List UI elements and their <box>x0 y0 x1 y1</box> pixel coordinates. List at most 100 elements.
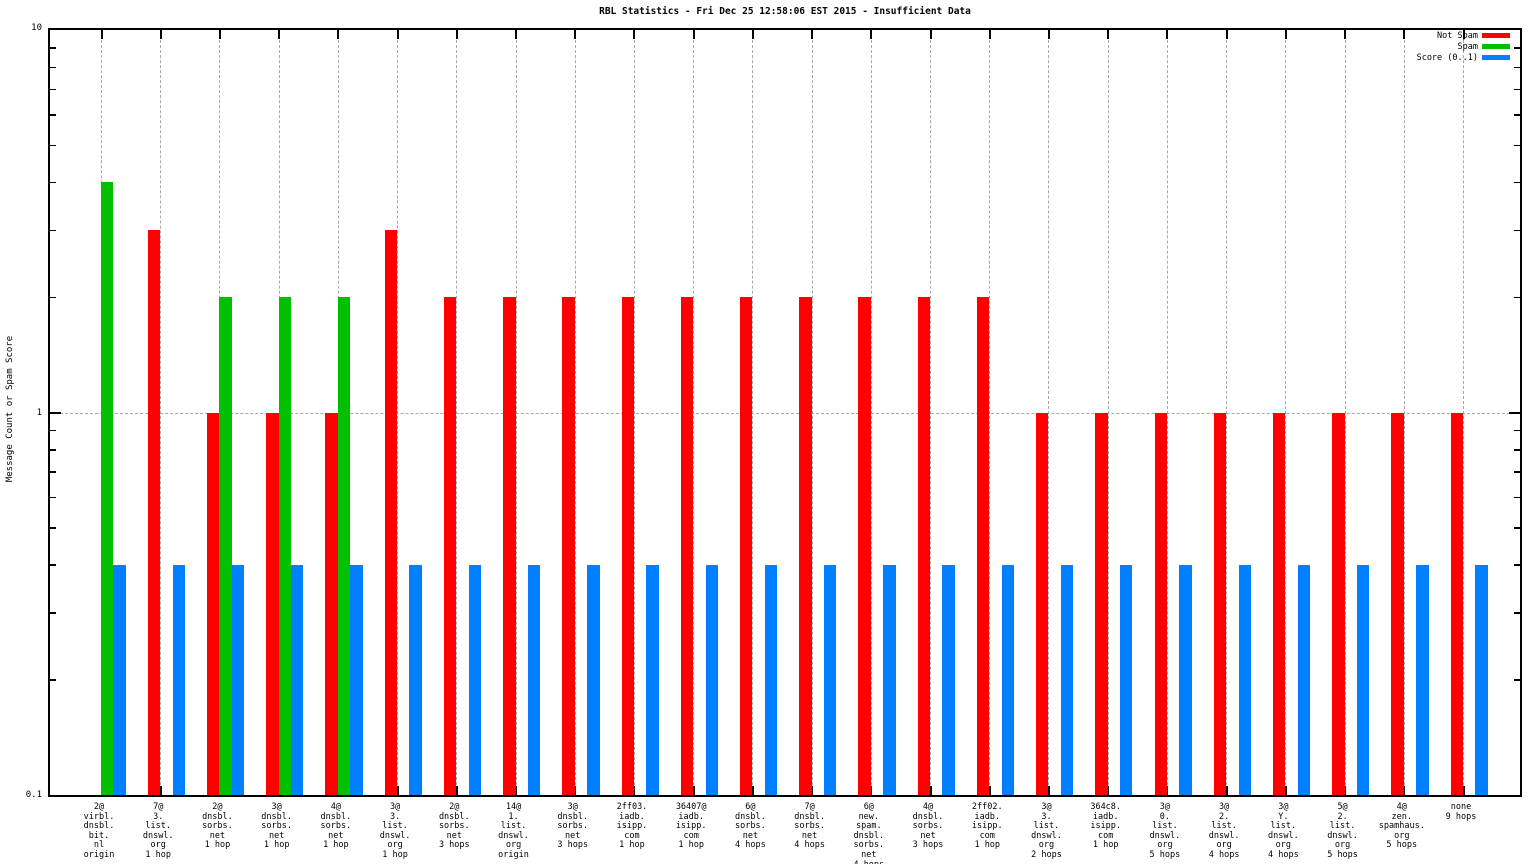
y-minor-tick <box>50 114 56 116</box>
y-minor-tick <box>1514 527 1520 529</box>
legend-label: Not Spam <box>1437 30 1478 41</box>
y-minor-tick <box>50 564 56 566</box>
bar-score <box>172 564 185 795</box>
y-minor-tick <box>50 527 56 529</box>
x-tick-bottom <box>811 786 814 795</box>
bar-score <box>1060 564 1074 795</box>
y-minor-tick <box>1514 496 1520 499</box>
x-tick-top <box>988 30 991 39</box>
x-category-label: 7@ 3. list. dnswl. org 1 hop <box>142 802 174 860</box>
y-minor-tick <box>50 429 56 431</box>
x-category-label: 2@ dnsbl. sorbs. net 3 hops <box>438 802 470 851</box>
y-minor-tick <box>50 66 56 69</box>
bar-not-spam <box>680 297 694 795</box>
bar-not-spam <box>207 412 220 795</box>
x-category-label: 4@ dnsbl. sorbs. net 3 hops <box>912 802 944 851</box>
bar-not-spam <box>1213 412 1227 795</box>
x-category-label: 2ff03. iadb. isipp. com 1 hop <box>616 802 648 851</box>
bar-score <box>527 564 541 795</box>
bar-spam <box>278 297 292 795</box>
bar-not-spam <box>1095 412 1108 795</box>
x-tick-bottom <box>1107 786 1110 795</box>
x-category-label: 3@ 2. list. dnswl. org 4 hops <box>1208 802 1240 860</box>
bar-score <box>409 564 422 795</box>
y-minor-tick <box>1514 66 1520 69</box>
x-gridline <box>989 30 991 795</box>
x-category-label: 4@ dnsbl. sorbs. net 1 hop <box>320 802 352 851</box>
bar-score <box>1179 564 1192 795</box>
x-category-label: 3@ 3. list. dnswl. org 1 hop <box>379 802 411 860</box>
y-minor-tick <box>50 296 56 299</box>
x-gridline <box>1226 30 1228 795</box>
y-minor-tick <box>50 471 56 473</box>
bar-not-spam <box>1154 412 1167 795</box>
y-tick-label: 10 <box>31 23 42 33</box>
y-tick-label: 1 <box>36 407 42 418</box>
x-tick-top <box>1344 30 1347 39</box>
bar-score <box>350 564 363 795</box>
y-minor-tick <box>50 229 56 231</box>
y-minor-tick <box>50 612 56 614</box>
x-gridline <box>160 30 162 795</box>
x-category-label: 5@ 2. list. dnswl. org 5 hops <box>1327 802 1358 860</box>
x-tick-top <box>337 30 340 39</box>
x-gridline <box>870 30 872 795</box>
x-gridline <box>456 30 458 795</box>
bar-score <box>291 564 304 795</box>
bar-score <box>883 564 896 795</box>
bar-not-spam <box>976 297 990 795</box>
x-category-label: 36407@ iadb. isipp. com 1 hop <box>675 802 707 851</box>
x-tick-top <box>159 30 162 39</box>
x-tick-bottom <box>692 786 695 795</box>
x-tick-bottom <box>1166 786 1169 795</box>
x-tick-bottom <box>1047 786 1050 795</box>
bar-score <box>1416 564 1429 795</box>
x-category-label: 2ff02. iadb. isipp. com 1 hop <box>971 802 1003 851</box>
bar-score <box>1238 564 1251 795</box>
x-category-label: 14@ 1. list. dnswl. org origin <box>498 802 529 860</box>
bar-score <box>231 564 245 795</box>
x-gridline <box>633 30 635 795</box>
legend-swatch <box>1482 43 1510 49</box>
y-minor-tick <box>1514 471 1520 473</box>
x-category-label: 4@ zen. spamhaus. org 5 hops <box>1378 802 1425 851</box>
bar-not-spam <box>1272 412 1286 795</box>
x-tick-bottom <box>1462 786 1465 795</box>
x-tick-top <box>455 30 458 39</box>
x-tick-bottom <box>1403 786 1406 795</box>
x-gridline <box>752 30 754 795</box>
x-tick-top <box>692 30 695 39</box>
y-tick-label: 0.1 <box>25 790 42 800</box>
x-gridline <box>811 30 813 795</box>
bar-not-spam <box>799 297 812 795</box>
x-category-label: 6@ dnsbl. sorbs. net 4 hops <box>735 802 766 851</box>
x-tick-top <box>1225 30 1228 39</box>
x-gridline <box>1403 30 1405 795</box>
y-minor-tick <box>50 496 56 499</box>
y-minor-tick <box>1514 88 1520 91</box>
x-tick-top <box>574 30 577 39</box>
y-minor-tick <box>50 449 56 451</box>
bar-score <box>942 564 955 795</box>
x-tick-top <box>870 30 873 39</box>
bar-not-spam <box>1450 412 1463 795</box>
x-tick-top <box>100 30 103 39</box>
x-category-label: 3@ dnsbl. sorbs. net 3 hops <box>557 802 589 851</box>
x-tick-bottom <box>751 786 754 795</box>
x-category-label: 3@ 3. list. dnswl. org 2 hops <box>1031 802 1062 860</box>
bar-score <box>113 564 126 795</box>
bar-score <box>1475 564 1488 795</box>
bar-score <box>1356 564 1370 795</box>
bar-score <box>1001 564 1015 795</box>
x-gridline <box>574 30 576 795</box>
x-tick-top <box>1047 30 1050 39</box>
x-category-label: 364c8. iadb. isipp. com 1 hop <box>1090 802 1122 851</box>
x-category-label: 2@ dnsbl. sorbs. net 1 hop <box>202 802 233 851</box>
bar-score <box>1120 564 1133 795</box>
x-gridline <box>1344 30 1346 795</box>
x-tick-top <box>1166 30 1169 39</box>
bar-not-spam <box>384 230 398 795</box>
x-tick-bottom <box>1284 786 1287 795</box>
bar-not-spam <box>1036 412 1049 795</box>
